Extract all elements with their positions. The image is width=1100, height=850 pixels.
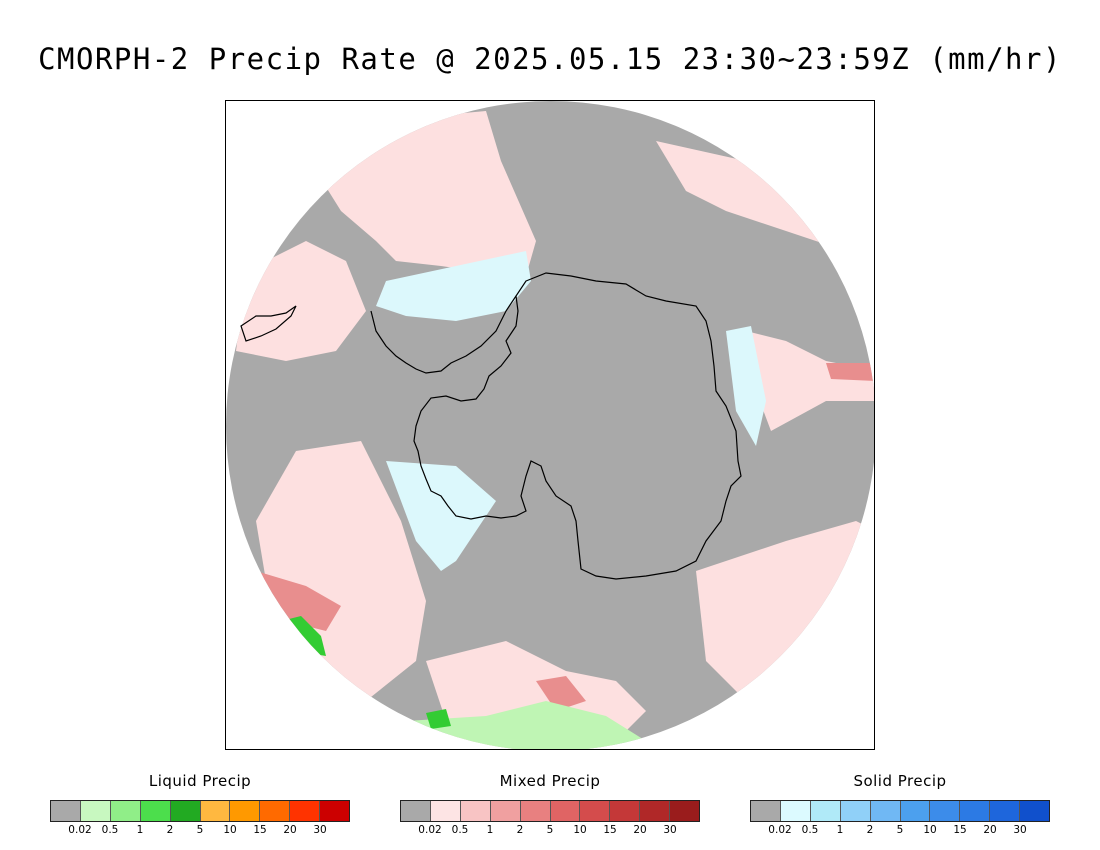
legend-swatch xyxy=(640,801,671,821)
mixed-precip-heavy-east xyxy=(826,363,874,381)
solid-precip-region-east-coast xyxy=(726,326,766,446)
legend-swatch xyxy=(401,801,431,821)
legend-swatch xyxy=(990,801,1021,821)
color-scale xyxy=(750,800,1050,822)
legend-swatch xyxy=(670,801,700,821)
legend-tick-label: 0.02 xyxy=(768,824,792,836)
color-scale xyxy=(50,800,350,822)
legend-tick-label: 20 xyxy=(983,824,997,836)
legend-swatch xyxy=(230,801,261,821)
mixed-precip-region-east xyxy=(746,331,874,431)
legend-swatch xyxy=(960,801,991,821)
legend-mixed-precip: Mixed Precip 0.02 0.5 1 2 5 10 15 20 30 xyxy=(400,770,700,838)
legend-swatch xyxy=(580,801,611,821)
legend-tick-label: 0.02 xyxy=(68,824,92,836)
legend-tick-label: 20 xyxy=(633,824,647,836)
tick-labels: 0.02 0.5 1 2 5 10 15 20 30 xyxy=(50,824,350,838)
map-title: CMORPH-2 Precip Rate @ 2025.05.15 23:30~… xyxy=(38,42,1062,76)
solid-precip-region-weddell xyxy=(376,251,531,321)
tick-labels: 0.02 0.5 1 2 5 10 15 20 30 xyxy=(750,824,1050,838)
precip-field xyxy=(226,101,874,749)
legend-swatch xyxy=(260,801,291,821)
legend-title: Liquid Precip xyxy=(148,772,252,790)
mixed-precip-heavy-south xyxy=(536,676,586,711)
legend-swatch xyxy=(900,801,931,821)
legend-tick-label: 2 xyxy=(866,824,874,836)
legend-swatch xyxy=(520,801,551,821)
legend-tick-label: 5 xyxy=(196,824,204,836)
legend-tick-label: 15 xyxy=(953,824,967,836)
legend-tick-label: 30 xyxy=(1013,824,1027,836)
antarctica-coastline xyxy=(413,272,742,580)
mixed-precip-region-west xyxy=(236,241,366,361)
legend-swatch xyxy=(840,801,871,821)
color-scale xyxy=(400,800,700,822)
legend-swatch xyxy=(110,801,141,821)
precip-map xyxy=(225,100,875,750)
legend-tick-label: 2 xyxy=(166,824,174,836)
legend-swatch xyxy=(490,801,521,821)
mixed-precip-heavy-southwest xyxy=(256,571,341,631)
legend-tick-label: 2 xyxy=(516,824,524,836)
legend-swatch xyxy=(140,801,171,821)
legend-swatch xyxy=(320,801,350,821)
legend-swatch xyxy=(930,801,961,821)
legend-swatch xyxy=(751,801,781,821)
liquid-precip-region-south xyxy=(406,701,646,749)
legend-swatch xyxy=(80,801,111,821)
legend-tick-label: 10 xyxy=(573,824,587,836)
legend-swatch xyxy=(51,801,81,821)
legend-tick-label: 0.5 xyxy=(101,824,119,836)
liquid-precip-heavy-south xyxy=(426,709,451,729)
legend-tick-label: 15 xyxy=(253,824,267,836)
legend-tick-label: 5 xyxy=(546,824,554,836)
legend-tick-label: 0.5 xyxy=(801,824,819,836)
antarctic-peninsula-coastline xyxy=(370,295,517,374)
legend-tick-label: 20 xyxy=(283,824,297,836)
legend-title: Mixed Precip xyxy=(499,772,601,790)
legend-tick-label: 1 xyxy=(836,824,844,836)
mixed-precip-region-southwest xyxy=(256,441,426,701)
legend-liquid-precip: Liquid Precip 0.02 0.5 1 2 5 10 15 20 30 xyxy=(50,770,350,838)
legend-swatch xyxy=(780,801,811,821)
legend-swatch xyxy=(290,801,321,821)
legend-swatch xyxy=(460,801,491,821)
legend-tick-label: 0.5 xyxy=(451,824,469,836)
legend-swatch xyxy=(870,801,901,821)
south-america-tip-coastline xyxy=(240,305,297,342)
legend-swatch xyxy=(1020,801,1050,821)
legend-swatch xyxy=(430,801,461,821)
legend-title: Solid Precip xyxy=(853,772,947,790)
legend-swatch xyxy=(170,801,201,821)
legend-tick-label: 5 xyxy=(896,824,904,836)
legend-tick-label: 1 xyxy=(136,824,144,836)
legend-swatch xyxy=(610,801,641,821)
legend-solid-precip: Solid Precip 0.02 0.5 1 2 5 10 15 20 30 xyxy=(750,770,1050,838)
legend-tick-label: 10 xyxy=(923,824,937,836)
tick-labels: 0.02 0.5 1 2 5 10 15 20 30 xyxy=(400,824,700,838)
mixed-precip-region-northeast xyxy=(656,141,846,251)
legend-tick-label: 1 xyxy=(486,824,494,836)
legend-tick-label: 15 xyxy=(603,824,617,836)
legend-tick-label: 0.02 xyxy=(418,824,442,836)
legend-swatch xyxy=(550,801,581,821)
legend-swatch xyxy=(810,801,841,821)
legend-tick-label: 30 xyxy=(313,824,327,836)
polar-projection-svg xyxy=(226,101,874,749)
legend-swatch xyxy=(200,801,231,821)
legend-tick-label: 30 xyxy=(663,824,677,836)
legend-tick-label: 10 xyxy=(223,824,237,836)
solid-precip-region-ross xyxy=(386,461,496,571)
